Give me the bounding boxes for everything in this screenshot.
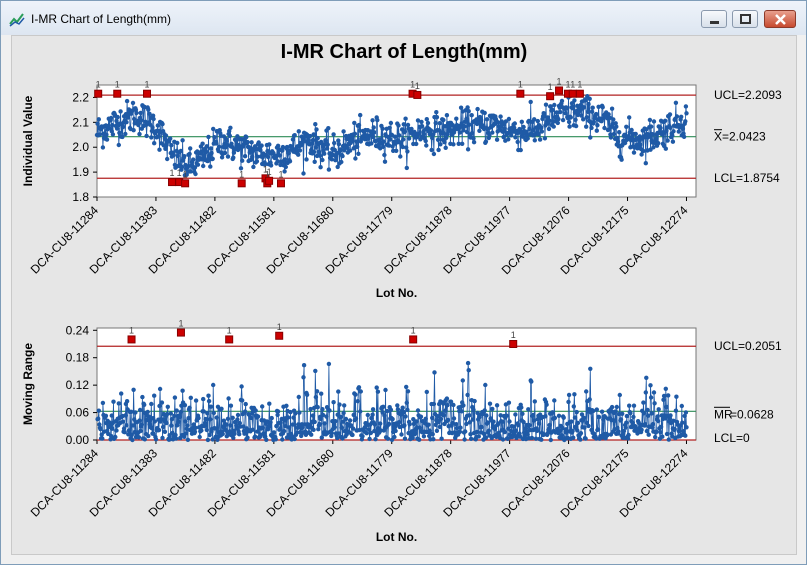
maximize-icon (740, 14, 751, 24)
chart-canvas (11, 35, 797, 555)
chart-title: I-MR Chart of Length(mm) (280, 41, 528, 63)
close-button[interactable] (764, 10, 796, 28)
window-title: I-MR Chart of Length(mm) (31, 12, 172, 26)
maximize-button[interactable] (732, 10, 758, 28)
minitab-chart-icon (9, 13, 25, 27)
close-icon (775, 14, 786, 25)
minimize-button[interactable] (701, 10, 727, 28)
title-bar[interactable]: I-MR Chart of Length(mm) (1, 1, 806, 35)
minimize-icon (710, 21, 719, 24)
